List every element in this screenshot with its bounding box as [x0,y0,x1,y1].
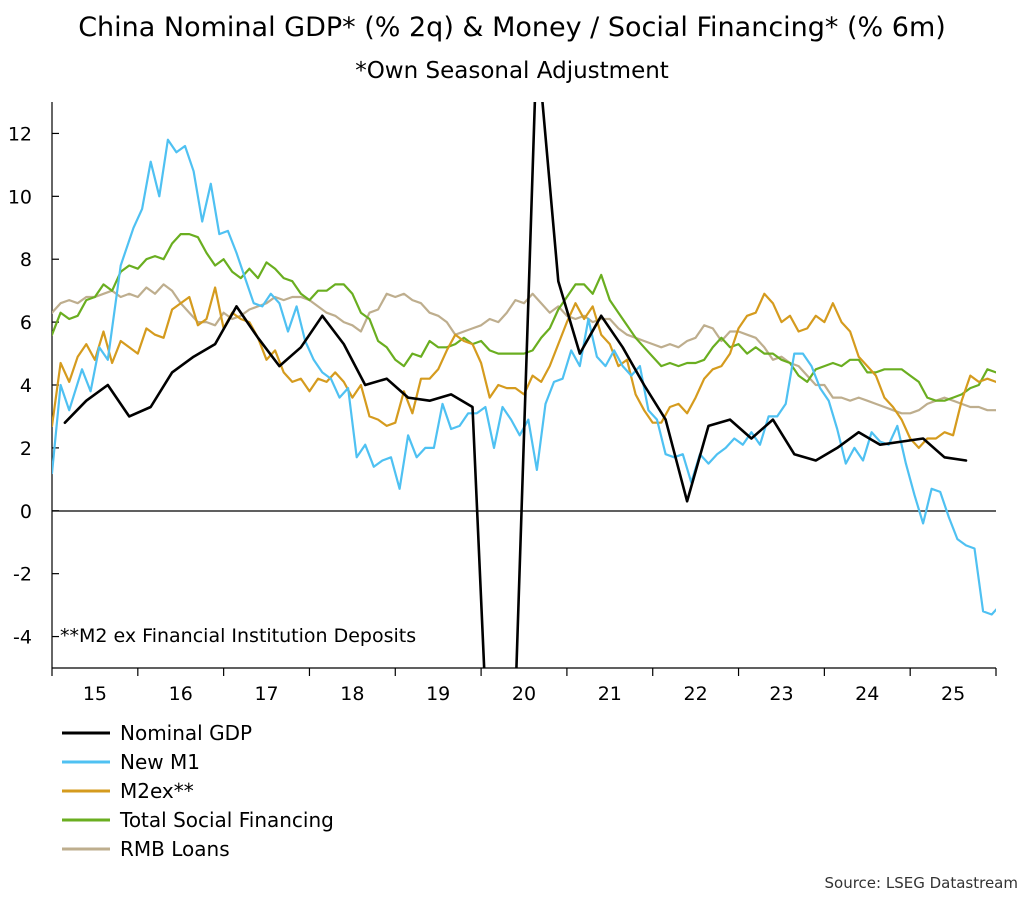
x-tick-label: 19 [426,683,450,705]
x-tick-label: 23 [769,683,793,705]
x-tick-label: 16 [169,683,193,705]
legend-label: Total Social Financing [119,808,334,832]
chart-title: China Nominal GDP* (% 2q) & Money / Soci… [78,12,946,43]
series-line-new-m1 [52,138,996,616]
y-tick-label: -2 [13,564,32,586]
series-lines [52,102,996,668]
y-tick-label: 2 [20,438,32,460]
legend: Nominal GDP New M1 M2ex** Total Social Fina… [62,721,334,861]
y-tick-label: 4 [20,375,32,397]
y-tick-label: 12 [8,123,32,145]
series-line-nominal-gdp [63,102,968,668]
legend-label: New M1 [120,750,200,774]
x-tick-label: 17 [254,683,278,705]
y-tick-label: 10 [8,186,32,208]
series-line-total-social-financing [52,233,996,402]
chart-subtitle: *Own Seasonal Adjustment [355,58,669,84]
x-tick-label: 24 [855,683,879,705]
x-tick-label: 20 [512,683,536,705]
y-axis-ticks: 12 10 8 6 4 2 0 -2 -4 [8,123,59,649]
legend-label: Nominal GDP [120,721,252,745]
x-tick-label: 18 [340,683,364,705]
legend-label: M2ex** [120,779,194,803]
x-tick-label: 25 [941,683,965,705]
y-tick-label: 8 [20,249,32,271]
y-tick-label: 6 [20,312,32,334]
legend-label: RMB Loans [120,837,230,861]
x-tick-label: 22 [684,683,708,705]
source-note: Source: LSEG Datastream [825,874,1018,892]
footnote-annotation: **M2 ex Financial Institution Deposits [60,625,416,647]
x-tick-label: 21 [598,683,622,705]
x-tick-label: 15 [83,683,107,705]
y-tick-label: -4 [13,627,32,649]
y-tick-label: 0 [20,501,32,523]
x-axis-ticks: 15 16 17 18 19 20 21 22 23 24 25 [51,668,997,705]
series-line-m2ex [52,286,996,449]
series-line-rmb-loans [52,283,996,415]
